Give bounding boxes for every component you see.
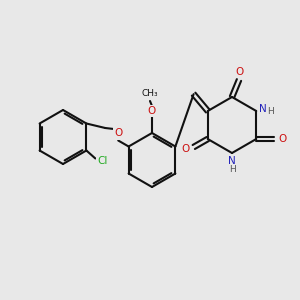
- Text: N: N: [260, 104, 267, 114]
- Text: O: O: [182, 144, 190, 154]
- Text: O: O: [236, 67, 244, 77]
- Text: CH₃: CH₃: [142, 89, 158, 98]
- Text: O: O: [148, 106, 156, 116]
- Text: H: H: [267, 107, 274, 116]
- Text: O: O: [278, 134, 286, 144]
- Text: O: O: [114, 128, 122, 139]
- Text: Cl: Cl: [97, 157, 108, 166]
- Text: H: H: [229, 164, 236, 173]
- Text: N: N: [228, 156, 236, 166]
